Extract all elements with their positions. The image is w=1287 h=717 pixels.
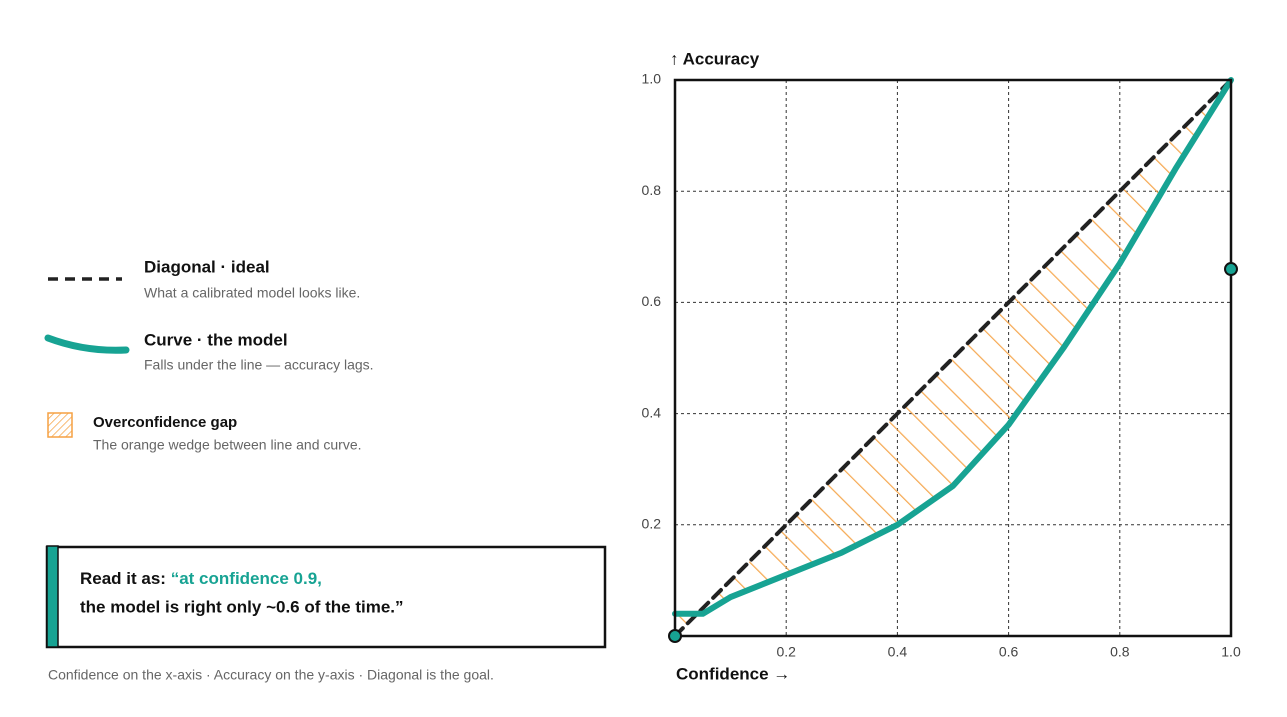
x-tick-label: 0.4 <box>888 644 908 660</box>
x-tick-label: 1.0 <box>1221 644 1241 660</box>
legend-swatch <box>44 334 130 354</box>
caption: Confidence on the x-axis · Accuracy on t… <box>48 667 494 683</box>
annotation-highlight: “at confidence 0.9, <box>171 569 322 588</box>
x-tick-label: 0.8 <box>1110 644 1130 660</box>
legend-title: Overconfidence gap <box>93 414 237 431</box>
y-tick-label: 0.6 <box>642 293 662 309</box>
y-tick-label: 0.2 <box>642 516 662 532</box>
legend-swatch <box>47 412 73 438</box>
y-tick-label: 1.0 <box>642 71 662 87</box>
series-line <box>673 78 1233 638</box>
plot: 0.2 0.4 0.6 0.8 1.0 0.2 0.4 0.6 0.8 1.0 <box>642 71 1241 660</box>
x-axis-label: Confidence → <box>676 664 790 683</box>
annotation-prefix: Read it as: <box>80 569 166 588</box>
series-line <box>672 77 1234 617</box>
annotation-line: Read it as: “at confidence 0.9, <box>80 569 322 588</box>
legend-title: Curve · the model <box>144 330 288 349</box>
annotation-bar <box>46 545 59 648</box>
legend-desc: What a calibrated model looks like. <box>144 285 360 301</box>
y-tick-label: 0.8 <box>642 182 662 198</box>
marker <box>668 629 682 643</box>
plot-frame <box>673 78 1233 638</box>
x-tick-label: 0.2 <box>776 644 796 660</box>
legend-desc: Falls under the line — accuracy lags. <box>144 357 374 373</box>
annotation-line: the model is right only ~0.6 of the time… <box>80 597 404 616</box>
legend-title: Diagonal · ideal <box>144 257 270 276</box>
y-axis-label: ↑ Accuracy <box>670 49 760 68</box>
x-tick-label: 0.6 <box>999 644 1019 660</box>
y-tick-label: 0.4 <box>642 404 662 420</box>
legend-desc: The orange wedge between line and curve. <box>93 437 362 453</box>
marker <box>1224 262 1238 277</box>
